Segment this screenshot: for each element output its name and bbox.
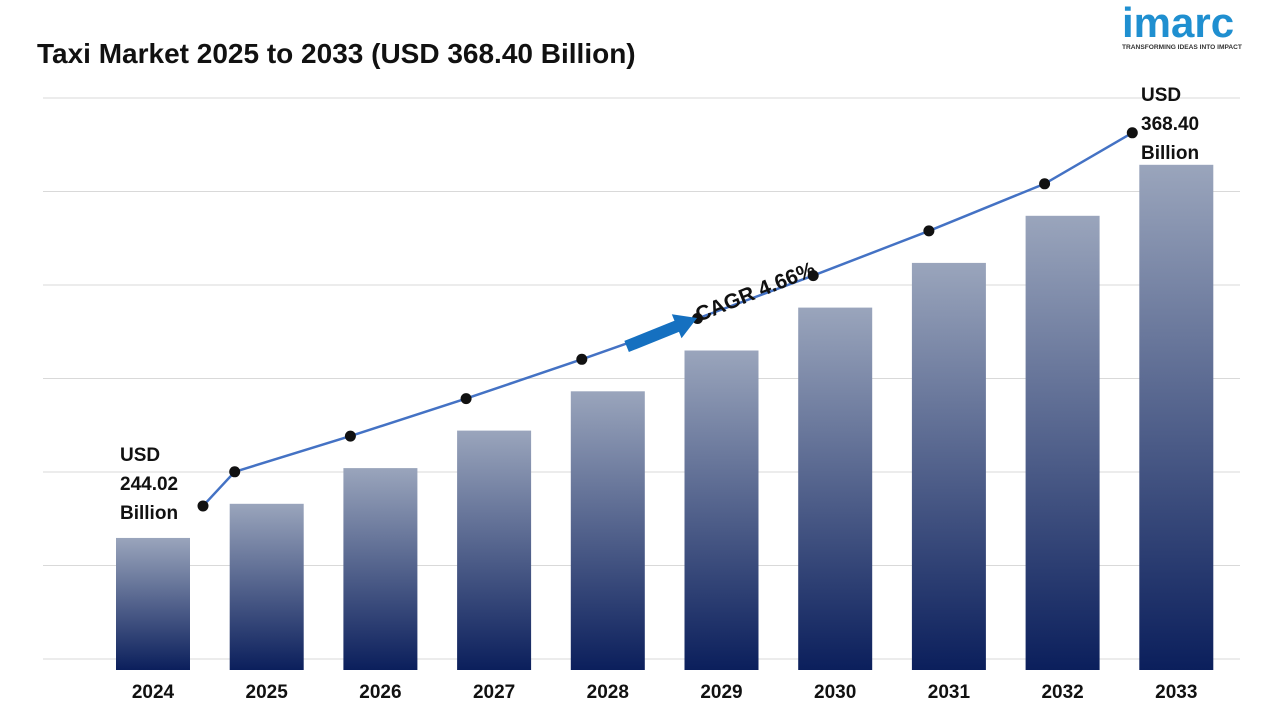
bar-2028 bbox=[570, 391, 645, 670]
point-2033 bbox=[1126, 127, 1138, 139]
x-tick-2029: 2029 bbox=[700, 682, 742, 703]
x-tick-2028: 2028 bbox=[587, 682, 629, 703]
x-tick-2031: 2031 bbox=[928, 682, 971, 703]
point-2027 bbox=[460, 393, 472, 405]
point-2029 bbox=[692, 313, 703, 324]
x-tick-2026: 2026 bbox=[359, 682, 401, 703]
bar-2033 bbox=[1139, 164, 1214, 671]
bar-2031 bbox=[911, 262, 986, 670]
x-tick-2032: 2032 bbox=[1041, 682, 1083, 703]
page-title: Taxi Market 2025 to 2033 (USD 368.40 Bil… bbox=[37, 38, 636, 69]
end-value-label: USD bbox=[1141, 85, 1181, 106]
start-value-label: 244.02 bbox=[120, 474, 178, 495]
logo-wordmark: imarc bbox=[1122, 0, 1235, 46]
trend-line-group bbox=[197, 127, 1138, 512]
x-tick-2027: 2027 bbox=[473, 682, 515, 703]
start-value-label: USD bbox=[120, 445, 160, 466]
bar-2032 bbox=[1025, 215, 1100, 671]
point-2026 bbox=[344, 430, 356, 442]
point-2024 bbox=[197, 500, 209, 512]
end-value-label: Billion bbox=[1141, 143, 1199, 164]
end-value-label: 368.40 bbox=[1141, 114, 1199, 135]
point-2031 bbox=[923, 225, 935, 237]
x-tick-2024: 2024 bbox=[132, 682, 175, 703]
x-tick-2030: 2030 bbox=[814, 682, 856, 703]
logo-tagline: TRANSFORMING IDEAS INTO IMPACT bbox=[1122, 44, 1242, 51]
x-tick-labels: 2024 2025 2026 2027 2028 2029 2030 2031 2032 2033 bbox=[132, 682, 1198, 703]
start-value-label: Billion bbox=[120, 503, 178, 524]
bar-2024 bbox=[116, 537, 190, 670]
point-2030 bbox=[807, 270, 819, 282]
point-2032 bbox=[1039, 178, 1051, 190]
x-tick-2025: 2025 bbox=[246, 682, 289, 703]
trend-line bbox=[202, 131, 1133, 507]
bar-2025 bbox=[229, 503, 304, 670]
point-2028 bbox=[576, 353, 588, 365]
bar-2030 bbox=[798, 307, 873, 670]
imarc-logo: imarc TRANSFORMING IDEAS INTO IMPACT bbox=[1122, 0, 1246, 54]
bars bbox=[116, 164, 1214, 671]
bar-2027 bbox=[457, 430, 532, 670]
point-2025 bbox=[229, 466, 241, 478]
cagr-arrow-icon bbox=[624, 314, 698, 353]
bar-2029 bbox=[684, 350, 759, 670]
bar-2026 bbox=[343, 468, 418, 670]
x-tick-2033: 2033 bbox=[1155, 682, 1197, 703]
